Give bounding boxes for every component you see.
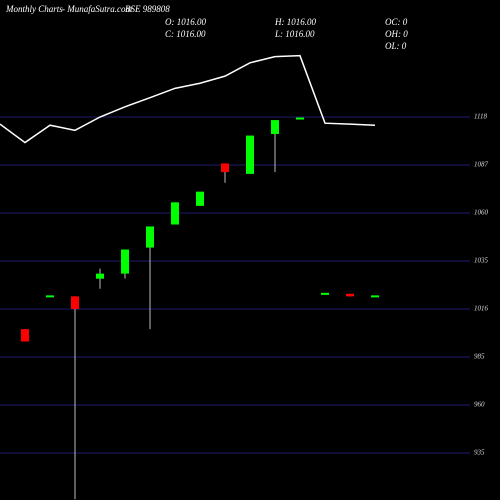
ohlc-info: O: 1016.00 [165, 17, 206, 27]
y-tick-label: 1035 [474, 257, 489, 265]
candle-body [96, 273, 104, 279]
candle-body [246, 135, 254, 174]
candle-body [21, 329, 29, 342]
ohlc-info: L: 1016.00 [274, 29, 315, 39]
ohlc-info: H: 1016.00 [274, 17, 316, 27]
ohlc-info: OH: 0 [385, 29, 408, 39]
y-tick-label: 935 [474, 449, 485, 457]
candle-body [321, 292, 329, 295]
y-tick-label: 960 [474, 401, 485, 409]
y-tick-label: 1118 [474, 113, 487, 121]
site: - MunafaSutra.com [62, 4, 132, 14]
candle-body [71, 296, 79, 309]
y-tick-label: 1060 [474, 209, 489, 217]
overlay-line [0, 54, 376, 144]
candle-body [371, 295, 379, 298]
candle-body [221, 163, 229, 173]
candle-body [171, 202, 179, 225]
y-tick-label: 1087 [474, 161, 489, 169]
ohlc-info: OL: 0 [385, 41, 407, 51]
candle-body [346, 293, 354, 297]
y-tick-label: 985 [474, 353, 485, 361]
ohlc-info: OC: 0 [385, 17, 408, 27]
candle-body [121, 249, 129, 274]
candle-body [271, 120, 279, 135]
ohlc-info: C: 1016.00 [165, 29, 206, 39]
candle-body [146, 226, 154, 248]
symbol: BSE 989808 [125, 4, 170, 14]
candle-body [46, 295, 54, 298]
candle-body [196, 191, 204, 206]
y-tick-label: 1016 [474, 305, 489, 313]
chart-title: Monthly Charts [5, 4, 63, 14]
candle-body [296, 117, 304, 120]
